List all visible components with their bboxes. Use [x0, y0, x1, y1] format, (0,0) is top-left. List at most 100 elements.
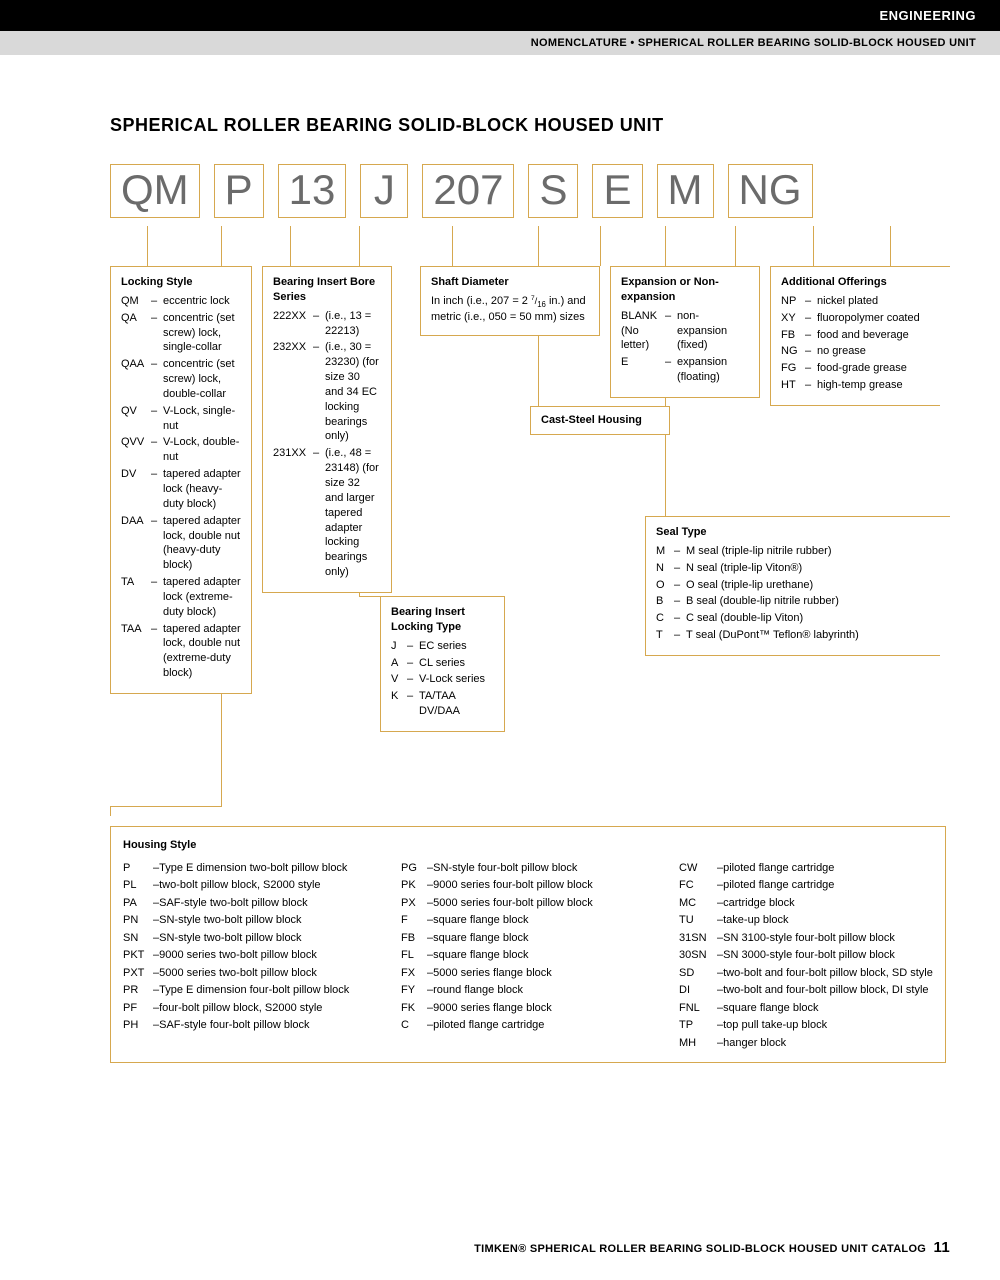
list-item: PN–SN-style two-bolt pillow block	[123, 912, 377, 929]
list-item: PL–two-bolt pillow block, S2000 style	[123, 877, 377, 894]
cast-steel-title: Cast-Steel Housing	[541, 413, 659, 428]
list-item: PG–SN-style four-bolt pillow block	[401, 860, 655, 877]
list-item: SN–SN-style two-bolt pillow block	[123, 930, 377, 947]
list-item: HT–high-temp grease	[781, 378, 930, 393]
housing-col-2: PG–SN-style four-bolt pillow blockPK–900…	[401, 860, 655, 1053]
list-item: MC–cartridge block	[679, 895, 933, 912]
connector	[452, 226, 453, 266]
additional-offerings-box: Additional Offerings NP–nickel plated XY–…	[770, 266, 940, 406]
connector	[359, 596, 380, 597]
list-item: QVV–V-Lock, double-nut	[121, 435, 241, 465]
list-item: MH–hanger block	[679, 1035, 933, 1052]
bore-series-title: Bearing Insert Bore Series	[273, 275, 381, 305]
list-item: TAA–tapered adapter lock, double nut (ex…	[121, 622, 241, 681]
list-item: FB–square flange block	[401, 930, 655, 947]
housing-style-title: Housing Style	[123, 837, 933, 854]
expansion-title: Expansion or Non-expansion	[621, 275, 749, 305]
code-box-j: J	[360, 164, 408, 218]
list-item: QA–concentric (set screw) lock, single-c…	[121, 311, 241, 356]
connector	[813, 226, 814, 266]
list-item: PXT–5000 series two-bolt pillow block	[123, 965, 377, 982]
list-item: PH–SAF-style four-bolt pillow block	[123, 1017, 377, 1034]
list-item: FL–square flange block	[401, 947, 655, 964]
shaft-diameter-text: In inch (i.e., 207 = 2 7/16 in.) and met…	[431, 294, 589, 325]
housing-col-1: P–Type E dimension two-bolt pillow block…	[123, 860, 377, 1053]
list-item: FNL–square flange block	[679, 1000, 933, 1017]
housing-col-3: CW–piloted flange cartridgeFC–piloted fl…	[679, 860, 933, 1053]
list-item: TP–top pull take-up block	[679, 1017, 933, 1034]
list-item: 232XX–(i.e., 30 = 23230) (for size 30 an…	[273, 340, 381, 444]
list-item: DI–two-bolt and four-bolt pillow block, …	[679, 982, 933, 999]
list-item: PKT–9000 series two-bolt pillow block	[123, 947, 377, 964]
nomenclature-code-row: QM P 13 J 207 S E M NG	[110, 164, 950, 218]
footer-text: TIMKEN® SPHERICAL ROLLER BEARING SOLID-B…	[474, 1243, 926, 1255]
list-item: QAA–concentric (set screw) lock, double-…	[121, 357, 241, 402]
list-item: 30SN–SN 3000-style four-bolt pillow bloc…	[679, 947, 933, 964]
list-item: J–EC series	[391, 639, 494, 654]
list-item: T–T seal (DuPont™ Teflon® labyrinth)	[656, 628, 930, 643]
list-item: C–piloted flange cartridge	[401, 1017, 655, 1034]
list-item: O–O seal (triple-lip urethane)	[656, 578, 930, 593]
code-box-p: P	[214, 164, 264, 218]
locking-type-box: Bearing Insert Locking Type J–EC seriesA…	[380, 596, 505, 732]
locking-style-title: Locking Style	[121, 275, 241, 290]
connector	[940, 266, 950, 267]
expansion-item: E–expansion (floating)	[621, 355, 749, 385]
connector	[147, 226, 148, 266]
list-item: FX–5000 series flange block	[401, 965, 655, 982]
list-item: QV–V-Lock, single-nut	[121, 404, 241, 434]
list-item: A–CL series	[391, 656, 494, 671]
connector	[290, 226, 291, 266]
header-subtitle-bar: NOMENCLATURE • SPHERICAL ROLLER BEARING …	[0, 31, 1000, 55]
code-box-m: M	[657, 164, 714, 218]
list-item: FY–round flange block	[401, 982, 655, 999]
additional-title: Additional Offerings	[781, 275, 930, 290]
list-item: TU–take-up block	[679, 912, 933, 929]
seal-type-title: Seal Type	[656, 525, 930, 540]
bore-series-box: Bearing Insert Bore Series 222XX–(i.e., …	[262, 266, 392, 593]
list-item: FK–9000 series flange block	[401, 1000, 655, 1017]
page-title: SPHERICAL ROLLER BEARING SOLID-BLOCK HOU…	[110, 115, 950, 136]
expansion-item: BLANK (No letter)–non-expansion (fixed)	[621, 309, 749, 354]
list-item: DAA–tapered adapter lock, double nut (he…	[121, 514, 241, 573]
cast-steel-box: Cast-Steel Housing	[530, 406, 670, 435]
shaft-diameter-title: Shaft Diameter	[431, 275, 589, 290]
connector	[110, 806, 222, 807]
list-item: 222XX–(i.e., 13 = 22213)	[273, 309, 381, 339]
list-item: 31SN–SN 3100-style four-bolt pillow bloc…	[679, 930, 933, 947]
list-item: DV–tapered adapter lock (heavy-duty bloc…	[121, 467, 241, 512]
page-footer: TIMKEN® SPHERICAL ROLLER BEARING SOLID-B…	[474, 1239, 950, 1256]
content-area: SPHERICAL ROLLER BEARING SOLID-BLOCK HOU…	[0, 55, 1000, 826]
list-item: XY–fluoropolymer coated	[781, 311, 930, 326]
list-item: TA–tapered adapter lock (extreme-duty bl…	[121, 575, 241, 620]
connector	[940, 516, 950, 517]
list-item: FB–food and beverage	[781, 328, 930, 343]
list-item: 231XX–(i.e., 48 = 23148) (for size 32 an…	[273, 446, 381, 580]
list-item: FG–food-grade grease	[781, 361, 930, 376]
list-item: B–B seal (double-lip nitrile rubber)	[656, 594, 930, 609]
list-item: P–Type E dimension two-bolt pillow block	[123, 860, 377, 877]
housing-columns: P–Type E dimension two-bolt pillow block…	[123, 860, 933, 1053]
connector	[110, 806, 111, 816]
code-box-e: E	[592, 164, 642, 218]
header-category-bar: ENGINEERING	[0, 0, 1000, 31]
seal-type-box: Seal Type M–M seal (triple-lip nitrile r…	[645, 516, 940, 656]
description-area: Locking Style QM–eccentric lockQA–concen…	[110, 226, 950, 826]
list-item: NP–nickel plated	[781, 294, 930, 309]
locking-style-box: Locking Style QM–eccentric lockQA–concen…	[110, 266, 252, 694]
footer-page-number: 11	[934, 1239, 950, 1256]
list-item: PA–SAF-style two-bolt pillow block	[123, 895, 377, 912]
code-box-13: 13	[278, 164, 347, 218]
expansion-box: Expansion or Non-expansion BLANK (No let…	[610, 266, 760, 398]
header-category: ENGINEERING	[879, 8, 976, 23]
list-item: M–M seal (triple-lip nitrile rubber)	[656, 544, 930, 559]
list-item: PK–9000 series four-bolt pillow block	[401, 877, 655, 894]
housing-style-box: Housing Style P–Type E dimension two-bol…	[110, 826, 946, 1063]
header-subtitle: NOMENCLATURE • SPHERICAL ROLLER BEARING …	[531, 37, 976, 49]
list-item: NG–no grease	[781, 344, 930, 359]
list-item: FC–piloted flange cartridge	[679, 877, 933, 894]
list-item: K–TA/TAA DV/DAA	[391, 689, 494, 719]
shaft-diameter-box: Shaft Diameter In inch (i.e., 207 = 2 7/…	[420, 266, 600, 336]
connector	[600, 226, 601, 266]
code-box-qm: QM	[110, 164, 200, 218]
